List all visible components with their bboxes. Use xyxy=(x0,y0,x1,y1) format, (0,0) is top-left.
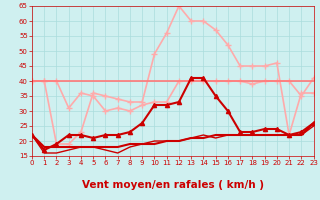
X-axis label: Vent moyen/en rafales ( km/h ): Vent moyen/en rafales ( km/h ) xyxy=(82,180,264,190)
